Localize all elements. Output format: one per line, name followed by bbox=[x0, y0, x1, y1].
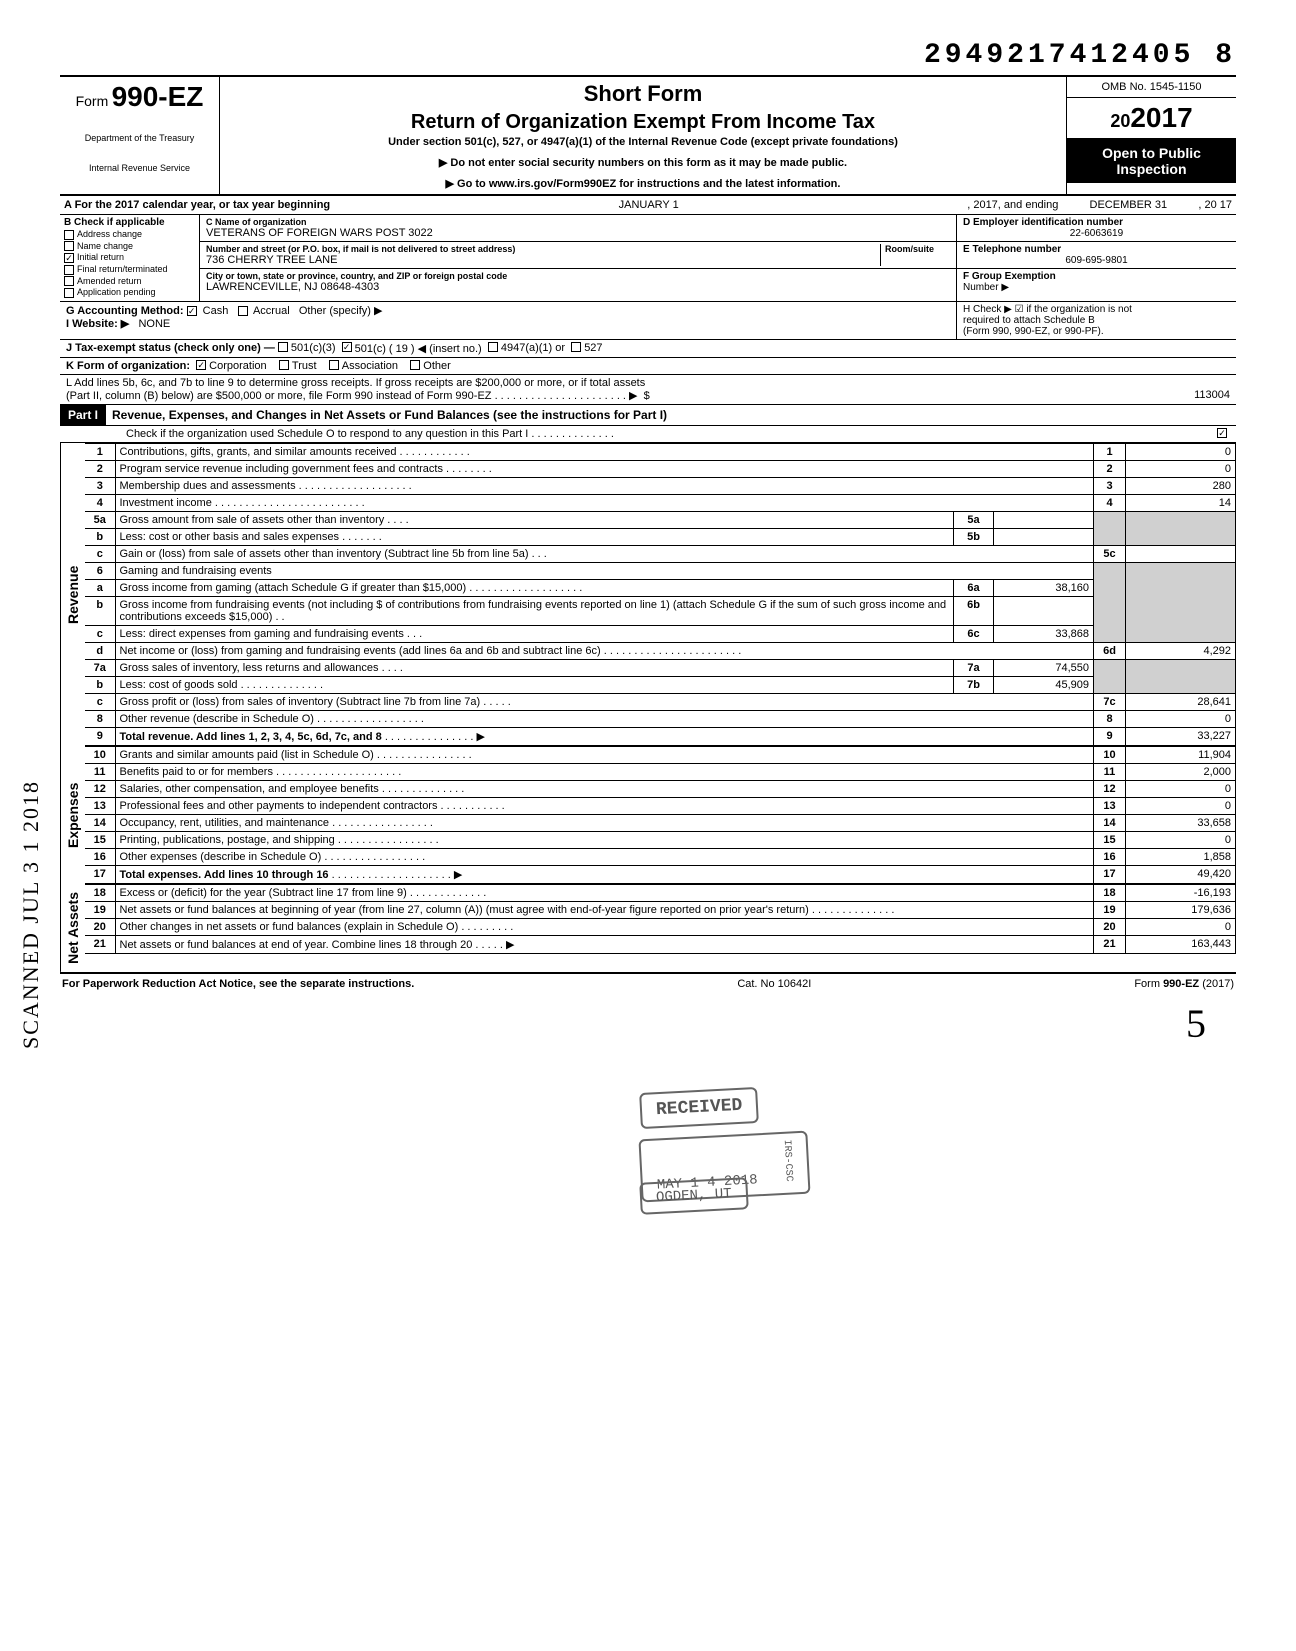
row-j: J Tax-exempt status (check only one) — 5… bbox=[60, 340, 1236, 358]
cb-501c3[interactable] bbox=[278, 342, 288, 352]
col-def: D Employer identification number 22-6063… bbox=[956, 215, 1236, 301]
received-stamp: RECEIVED bbox=[639, 1087, 759, 1129]
date-stamp: MAY 1 4 2018 IRS-CSC bbox=[638, 1131, 810, 1203]
dept-treasury: Department of the Treasury bbox=[64, 133, 215, 143]
cb-application-pending[interactable] bbox=[64, 288, 74, 298]
website: NONE bbox=[138, 318, 170, 330]
form-990ez: 2949217412405 8 Form 990-EZ Department o… bbox=[60, 40, 1236, 1047]
cb-trust[interactable] bbox=[279, 360, 289, 370]
phone: 609-695-9801 bbox=[963, 255, 1230, 266]
part1-label: Part I bbox=[60, 405, 106, 425]
cb-cash[interactable]: ✓ bbox=[187, 306, 197, 316]
header-right: OMB No. 1545-1150 202017 Open to Public … bbox=[1066, 77, 1236, 194]
cb-schedule-o[interactable]: ✓ bbox=[1217, 428, 1227, 438]
cb-accrual[interactable] bbox=[238, 306, 248, 316]
netassets-vlabel: Net Assets bbox=[60, 884, 85, 972]
ein: 22-6063619 bbox=[963, 228, 1230, 239]
scanned-stamp: SCANNED JUL 3 1 2018 bbox=[18, 780, 44, 1049]
cb-initial-return[interactable]: ✓ bbox=[64, 253, 74, 263]
expenses-vlabel: Expenses bbox=[60, 746, 85, 884]
ogden-stamp: OGDEN, UT bbox=[639, 1177, 748, 1215]
cb-association[interactable] bbox=[329, 360, 339, 370]
handwritten-5: 5 bbox=[60, 1000, 1236, 1047]
part1-check-row: Check if the organization used Schedule … bbox=[60, 426, 1236, 443]
irs-label: Internal Revenue Service bbox=[64, 163, 215, 173]
footer: For Paperwork Reduction Act Notice, see … bbox=[60, 974, 1236, 994]
expenses-table: 10Grants and similar amounts paid (list … bbox=[85, 746, 1236, 884]
cb-other[interactable] bbox=[410, 360, 420, 370]
open-public: Open to Public Inspection bbox=[1067, 139, 1236, 183]
arrow-line-2: ▶ Go to www.irs.gov/Form990EZ for instru… bbox=[228, 177, 1058, 190]
short-form-title: Short Form bbox=[228, 81, 1058, 107]
cb-527[interactable] bbox=[571, 342, 581, 352]
row-a: A For the 2017 calendar year, or tax yea… bbox=[60, 196, 1236, 215]
cb-corporation[interactable]: ✓ bbox=[196, 360, 206, 370]
expenses-section: Expenses 10Grants and similar amounts pa… bbox=[60, 746, 1236, 884]
footer-catno: Cat. No 10642I bbox=[737, 978, 811, 990]
part1-header-row: Part I Revenue, Expenses, and Changes in… bbox=[60, 405, 1236, 426]
form-number: 990-EZ bbox=[112, 81, 204, 112]
cb-address-change[interactable] bbox=[64, 230, 74, 240]
document-number: 2949217412405 8 bbox=[60, 40, 1236, 71]
header-left: Form 990-EZ Department of the Treasury I… bbox=[60, 77, 220, 194]
revenue-vlabel: Revenue bbox=[60, 443, 85, 746]
arrow-line-1: ▶ Do not enter social security numbers o… bbox=[228, 156, 1058, 169]
section-bcdef: B Check if applicable Address change Nam… bbox=[60, 215, 1236, 302]
col-c: C Name of organization VETERANS OF FOREI… bbox=[200, 215, 956, 301]
revenue-section: Revenue 1Contributions, gifts, grants, a… bbox=[60, 443, 1236, 746]
netassets-table: 18Excess or (deficit) for the year (Subt… bbox=[85, 884, 1236, 954]
col-b-checkboxes: B Check if applicable Address change Nam… bbox=[60, 215, 200, 301]
org-city: LAWRENCEVILLE, NJ 08648-4303 bbox=[206, 281, 950, 293]
gross-receipts: 113004 bbox=[1194, 389, 1230, 402]
cb-501c[interactable]: ✓ bbox=[342, 342, 352, 352]
footer-form: Form 990-EZ (2017) bbox=[1134, 978, 1234, 990]
revenue-table: 1Contributions, gifts, grants, and simil… bbox=[85, 443, 1236, 746]
subtitle: Under section 501(c), 527, or 4947(a)(1)… bbox=[228, 136, 1058, 148]
netassets-section: Net Assets 18Excess or (deficit) for the… bbox=[60, 884, 1236, 974]
cb-amended[interactable] bbox=[64, 276, 74, 286]
row-l: L Add lines 5b, 6c, and 7b to line 9 to … bbox=[60, 375, 1236, 405]
cb-4947[interactable] bbox=[488, 342, 498, 352]
org-name: VETERANS OF FOREIGN WARS POST 3022 bbox=[206, 227, 950, 239]
org-address: 736 CHERRY TREE LANE bbox=[206, 254, 880, 266]
return-title: Return of Organization Exempt From Incom… bbox=[228, 111, 1058, 134]
footer-left: For Paperwork Reduction Act Notice, see … bbox=[62, 978, 414, 990]
omb-number: OMB No. 1545-1150 bbox=[1067, 77, 1236, 98]
cb-name-change[interactable] bbox=[64, 241, 74, 251]
part1-title: Revenue, Expenses, and Changes in Net As… bbox=[106, 405, 673, 425]
row-k: K Form of organization: ✓ Corporation Tr… bbox=[60, 358, 1236, 375]
header-center: Short Form Return of Organization Exempt… bbox=[220, 77, 1066, 194]
row-gi-h: G Accounting Method: ✓ Cash Accrual Othe… bbox=[60, 302, 1236, 340]
cb-final-return[interactable] bbox=[64, 265, 74, 275]
form-label: Form bbox=[76, 93, 109, 109]
tax-year: 202017 bbox=[1067, 98, 1236, 139]
form-header: Form 990-EZ Department of the Treasury I… bbox=[60, 75, 1236, 196]
